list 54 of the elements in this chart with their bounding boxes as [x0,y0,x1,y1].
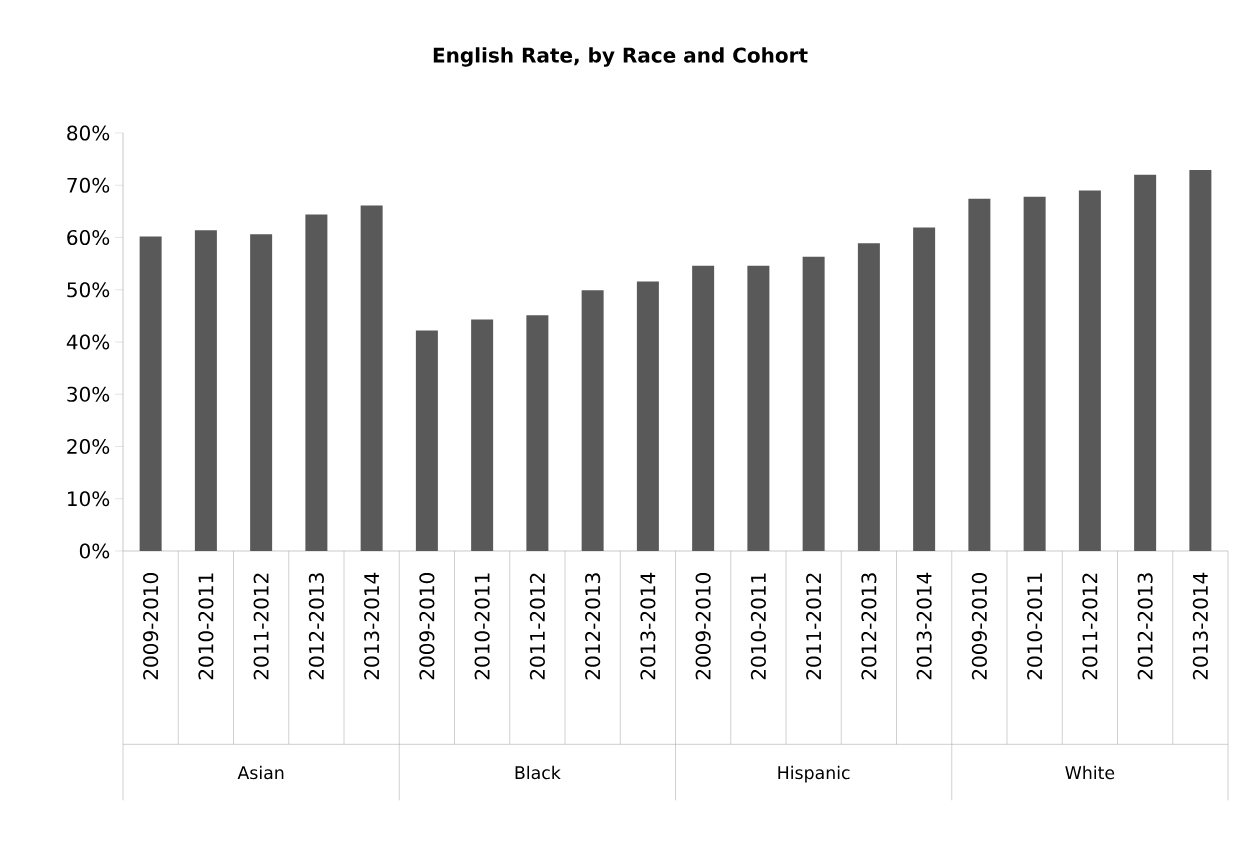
bar [636,281,659,551]
x-tick-label: 2013-2014 [640,572,656,680]
x-tick-label: 2013-2014 [364,572,380,680]
x-tick-label: 2010-2011 [1027,573,1043,680]
x-tick-label: 2011-2012 [253,573,269,680]
x-tick-label: 2013-2014 [1192,572,1208,680]
x-tick-label: 2010-2011 [750,573,766,680]
bar [139,236,162,551]
bar [857,243,880,551]
bar [1134,174,1157,551]
x-tick-label: 2009-2010 [143,573,159,680]
x-tick-label: 2011-2012 [1082,573,1098,680]
text: White [1065,765,1115,780]
bar [360,205,383,551]
x-tick-label: 2012-2013 [861,573,877,680]
x-tick-label: 2010-2011 [474,573,490,680]
bar [250,234,273,551]
y-tick-label: 30% [67,386,110,402]
y-tick-label: 80% [67,125,110,141]
x-tick-label: 2009-2010 [419,573,435,680]
y-tick-label: 10% [68,491,110,507]
x-tick-label: 2011-2012 [806,573,822,680]
y-tick-label: 70% [67,177,110,193]
bar [692,265,715,551]
text: Black [515,765,561,780]
x-tick-label: 2011-2012 [529,573,545,680]
bar [1078,190,1101,551]
y-tick-label: 0% [79,543,110,559]
y-tick-label: 40% [66,334,110,350]
x-tick-label: 2012-2013 [1137,573,1153,680]
bar [1189,170,1212,551]
bar [305,214,328,551]
x-tick-label: 2009-2010 [971,573,987,680]
bar [968,198,991,551]
x-tick-label: 2013-2014 [916,572,932,680]
bar [913,227,936,551]
bar [471,319,494,551]
text: Asian [237,765,284,780]
bar [415,330,438,551]
y-tick-label: 60% [67,229,110,246]
bar [1023,196,1046,551]
bar [194,230,217,551]
chart-title: English Rate, by Race and Cohort [433,47,808,67]
bar [747,265,770,551]
x-tick-label: 2009-2010 [695,573,711,680]
bar [581,290,604,551]
y-tick-label: 50% [67,282,110,298]
x-tick-label: 2010-2011 [198,573,214,680]
x-tick-label: 2012-2013 [308,573,324,680]
text: Hispanic [778,765,850,783]
y-tick-label: 20% [67,438,110,455]
bar [802,256,825,551]
bar [526,315,549,551]
x-tick-label: 2012-2013 [585,573,601,680]
